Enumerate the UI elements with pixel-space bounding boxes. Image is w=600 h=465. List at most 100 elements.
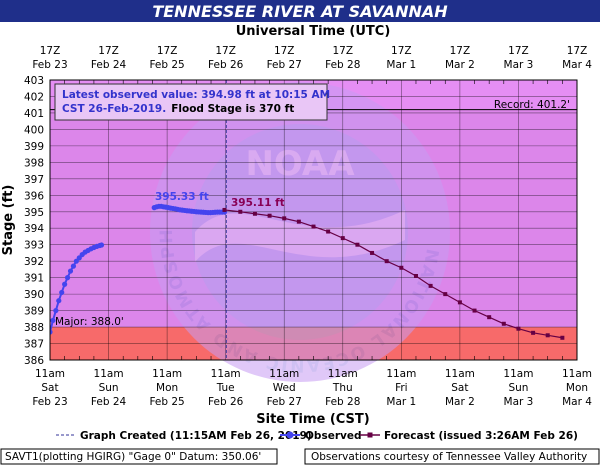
observed-point [50, 317, 56, 324]
top-tick-time: 17Z [98, 45, 119, 57]
top-tick-date: Feb 26 [208, 59, 244, 71]
top-tick-time: 17Z [450, 45, 471, 57]
x-tick-time: 11am [211, 368, 241, 380]
top-tick-date: Feb 24 [91, 59, 127, 71]
forecast-point [560, 335, 565, 340]
footer-left-text: SAVT1(plotting HGIRG) "Gage 0" Datum: 35… [5, 451, 261, 463]
chart-title: TENNESSEE RIVER AT SAVANNAH [152, 2, 448, 21]
footer-right-text: Observations courtesy of Tennessee Valle… [311, 451, 587, 463]
x-tick-day: Sat [41, 382, 58, 394]
top-tick-time: 17Z [40, 45, 61, 57]
y-tick-label: 393 [24, 240, 44, 252]
x-tick-time: 11am [269, 368, 299, 380]
observed-point [64, 275, 71, 281]
y-tick-label: 403 [24, 75, 44, 87]
forecast-point [296, 219, 301, 224]
top-tick-date: Mar 1 [386, 59, 416, 71]
legend-forecast-label: Forecast (issued 3:26AM Feb 26) [384, 430, 578, 442]
top-tick-time: 17Z [215, 45, 236, 57]
x-tick-day: Thu [332, 382, 353, 394]
x-tick-date: Feb 24 [91, 396, 127, 408]
x-tick-time: 11am [386, 368, 416, 380]
footer-left-box [0, 448, 278, 465]
y-tick-label: 399 [24, 141, 44, 153]
y-tick-label: 386 [24, 355, 44, 367]
plot-border [49, 79, 578, 361]
x-tick-time: 11am [35, 368, 65, 380]
top-tick-date: Feb 25 [149, 59, 184, 71]
title-bar [0, 0, 600, 22]
forecast-point [428, 283, 433, 288]
y-tick-label: 402 [24, 91, 44, 103]
top-tick-date: Mar 4 [562, 59, 592, 71]
observed-point [59, 289, 65, 296]
x-tick-day: Fri [395, 382, 408, 394]
legend: Graph Created (11:15AM Feb 26, 2019) Obs… [56, 430, 578, 442]
forecast-point [457, 300, 462, 305]
legend-created-label: Graph Created (11:15AM Feb 26, 2019) [80, 430, 312, 442]
legend-forecast-marker [367, 432, 373, 438]
top-tick-time: 17Z [567, 45, 588, 57]
y-tick-label: 396 [24, 190, 44, 202]
x-tick-time: 11am [503, 368, 533, 380]
top-tick-time: 17Z [332, 45, 353, 57]
observed-point [67, 268, 74, 274]
x-tick-time: 11am [152, 368, 182, 380]
forecast-point [267, 213, 272, 218]
observed-point [50, 329, 53, 335]
x-tick-time: 11am [445, 368, 475, 380]
x-tick-day: Mon [156, 382, 178, 394]
forecast-point [399, 265, 404, 270]
top-tick-date: Mar 3 [504, 59, 534, 71]
y-tick-label: 395 [24, 207, 44, 219]
y-tick-label: 397 [24, 174, 44, 186]
x-axis-title: Site Time (CST) [256, 412, 369, 427]
forecast-point [516, 326, 521, 331]
forecast-point [487, 315, 492, 320]
forecast-point [355, 242, 360, 247]
forecast-point [370, 250, 375, 255]
top-tick-date: Mar 2 [445, 59, 475, 71]
x-tick-time: 11am [562, 368, 592, 380]
top-tick-date: Feb 23 [32, 59, 67, 71]
top-tick-time: 17Z [508, 45, 529, 57]
x-tick-date: Feb 26 [208, 396, 244, 408]
x-tick-time: 11am [328, 368, 358, 380]
noaa-logo-text: NOAA [245, 144, 355, 184]
x-tick-time: 11am [94, 368, 124, 380]
top-tick-date: Feb 27 [267, 59, 302, 71]
y-tick-label: 390 [24, 289, 44, 301]
forecast-point [531, 330, 536, 335]
x-tick-day: Sun [99, 382, 119, 394]
legend-observed-marker [286, 431, 294, 439]
observed-point [98, 242, 105, 248]
y-tick-label: 394 [24, 223, 44, 235]
x-tick-day: Mon [566, 382, 588, 394]
legend-observed-label: Observed [305, 430, 361, 442]
flood-stage-text: Flood Stage is 370 ft [171, 103, 294, 115]
x-tick-date: Feb 25 [149, 396, 184, 408]
x-tick-date: Mar 2 [445, 396, 475, 408]
forecast-point [501, 321, 506, 326]
top-axis-title: Universal Time (UTC) [236, 24, 391, 39]
top-tick-time: 17Z [274, 45, 295, 57]
y-tick-label: 387 [24, 339, 44, 351]
x-tick-day: Wed [273, 382, 296, 394]
x-tick-date: Feb 28 [325, 396, 360, 408]
x-tick-date: Feb 27 [267, 396, 302, 408]
record-label: Record: 401.2' [494, 99, 570, 111]
x-tick-day: Tue [216, 382, 235, 394]
forecast-point [311, 224, 316, 229]
noaa-logo-wave [195, 210, 405, 262]
peak-label: 395.33 ft [155, 191, 209, 203]
y-tick-label: 398 [24, 157, 44, 169]
observed-point [53, 307, 59, 314]
x-tick-date: Mar 4 [562, 396, 592, 408]
x-tick-day: Sun [508, 382, 528, 394]
latest-observation-date: CST 26-Feb-2019. [62, 103, 166, 115]
observed-point [70, 263, 77, 269]
x-tick-date: Feb 23 [32, 396, 67, 408]
latest-observation-line2: CST 26-Feb-2019. Flood Stage is 370 ft [62, 103, 294, 115]
y-tick-label: 389 [24, 306, 44, 318]
